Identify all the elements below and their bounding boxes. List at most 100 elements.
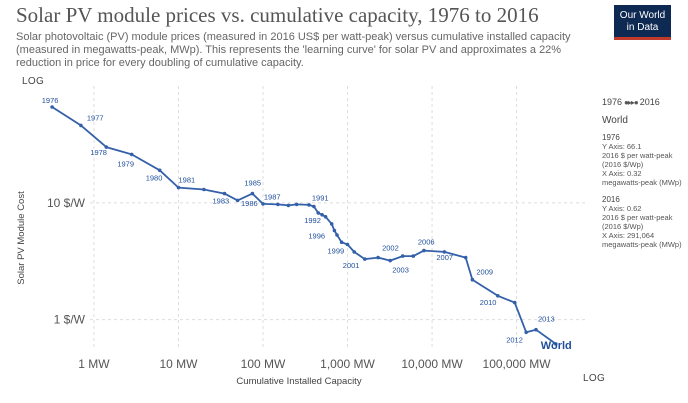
- owid-logo[interactable]: Our World in Data: [614, 5, 671, 40]
- data-point: [129, 152, 134, 157]
- data-point: [320, 213, 324, 217]
- data-point: [411, 254, 416, 258]
- year-label: 1996: [308, 232, 325, 241]
- data-point: [352, 250, 357, 254]
- year-label: 1980: [146, 173, 163, 182]
- year-labels: 1976 1977 1978 1979 1980 1981 1983 1985 1986 1987…: [42, 96, 572, 352]
- legend-entity: World: [602, 115, 628, 126]
- data-point: [316, 211, 321, 215]
- data-point: [176, 185, 181, 190]
- year-label: 1977: [87, 113, 104, 122]
- chart-title: Solar PV module prices vs. cumulative ca…: [16, 3, 539, 27]
- y-tick-label: 1 $/W: [54, 313, 86, 327]
- year-label: 1978: [90, 148, 107, 157]
- data-point: [554, 342, 558, 346]
- year-label: 2006: [418, 238, 435, 247]
- data-point: [276, 202, 280, 207]
- data-point: [388, 258, 393, 263]
- year-label: 2012: [506, 335, 523, 344]
- chart-subtitle: Solar photovoltaic (PV) module prices (m…: [16, 31, 571, 69]
- data-point: [332, 228, 337, 233]
- data-point: [50, 105, 54, 109]
- year-label: 1991: [312, 194, 329, 203]
- block-line: 2016 $ per watt-peak (2016 $/Wp): [602, 213, 673, 231]
- data-point: [294, 202, 299, 207]
- year-label: 2002: [382, 244, 399, 253]
- data-point: [79, 123, 83, 128]
- year-label: 1992: [304, 216, 321, 225]
- data-point: [335, 233, 339, 237]
- x-tick-label: 100 MW: [241, 357, 286, 371]
- series-world: [50, 105, 558, 346]
- data-point: [307, 203, 311, 207]
- block-line: 2016 $ per watt-peak (2016 $/Wp): [602, 151, 673, 169]
- x-tick-label: 1,000 MW: [320, 357, 375, 371]
- data-point: [104, 145, 109, 149]
- data-point: [339, 240, 344, 244]
- data-point: [345, 242, 350, 247]
- range-end: 2016: [639, 97, 660, 107]
- year-label: 2007: [436, 253, 453, 262]
- y-axis-title: Solar PV Module Cost: [16, 191, 27, 285]
- year-label: 1983: [213, 197, 230, 206]
- year-label: 1986: [241, 199, 258, 208]
- year-label: 2009: [476, 268, 493, 277]
- x-tick-label: 10 MW: [159, 357, 198, 371]
- data-point: [512, 300, 517, 305]
- x-scale-toggle[interactable]: LOG: [583, 373, 606, 384]
- year-label: 1979: [117, 159, 134, 168]
- data-point: [202, 187, 206, 192]
- right-panel: 1976 ●▸▸● 2016 World 1976 Y Axis: 66.1 2…: [602, 97, 686, 250]
- block-line: X Axis: 291,064: [602, 231, 655, 240]
- data-point: [422, 248, 426, 253]
- data-point: [463, 255, 468, 260]
- x-tick-label: 100,000 MW: [483, 357, 552, 371]
- x-axis-title: Cumulative Installed Capacity: [236, 376, 361, 387]
- data-point: [323, 215, 328, 219]
- data-point: [363, 257, 367, 261]
- block-year: 2016: [602, 195, 620, 204]
- logo-line-1: Our World: [619, 10, 666, 21]
- y-scale-toggle[interactable]: LOG: [22, 76, 45, 87]
- data-point: [235, 198, 240, 203]
- data-point: [470, 277, 475, 282]
- year-block-end: 2016 Y Axis: 0.62 2016 $ per watt-peak (…: [602, 195, 686, 249]
- year-label: 1999: [328, 247, 345, 256]
- axis-ticks: 1 MW 10 MW 100 MW 1,000 MW 10,000 MW 100,000 …: [47, 196, 551, 371]
- data-point: [524, 330, 528, 335]
- x-tick-label: 1 MW: [78, 357, 110, 371]
- timeline-range[interactable]: 1976 ●▸▸● 2016: [602, 97, 686, 108]
- gridlines: [90, 86, 588, 350]
- year-label: 1981: [179, 176, 196, 185]
- series-line-world: [51, 106, 557, 345]
- year-label: 2013: [538, 315, 555, 324]
- data-point: [534, 327, 538, 332]
- year-label: 2010: [480, 298, 497, 307]
- year-label: 1976: [42, 96, 59, 105]
- x-tick-label: 10,000 MW: [401, 357, 463, 371]
- logo-line-2: in Data: [626, 22, 659, 33]
- data-point: [329, 222, 334, 226]
- series-end-label: World: [541, 340, 572, 352]
- data-point: [157, 168, 162, 173]
- y-tick-label: 10 $/W: [47, 196, 86, 210]
- data-point: [286, 203, 291, 208]
- block-line: megawatts-peak (MWp): [602, 240, 682, 249]
- data-point: [442, 250, 447, 254]
- year-label: 2003: [392, 266, 409, 275]
- data-point: [496, 294, 500, 298]
- block-year: 1976: [602, 133, 620, 142]
- data-point: [312, 204, 316, 209]
- arrow-right-icon: ●▸▸●: [624, 98, 639, 107]
- block-line: Y Axis: 0.62: [602, 204, 642, 213]
- block-line: megawatts-peak (MWp): [602, 178, 682, 187]
- data-point: [400, 254, 405, 258]
- year-label: 2001: [343, 261, 360, 270]
- data-point: [261, 202, 265, 206]
- block-line: Y Axis: 66.1: [602, 142, 642, 151]
- data-point: [250, 191, 255, 196]
- year-label: 1987: [264, 192, 281, 201]
- year-label: 1985: [244, 179, 261, 188]
- range-start: 1976: [602, 97, 623, 107]
